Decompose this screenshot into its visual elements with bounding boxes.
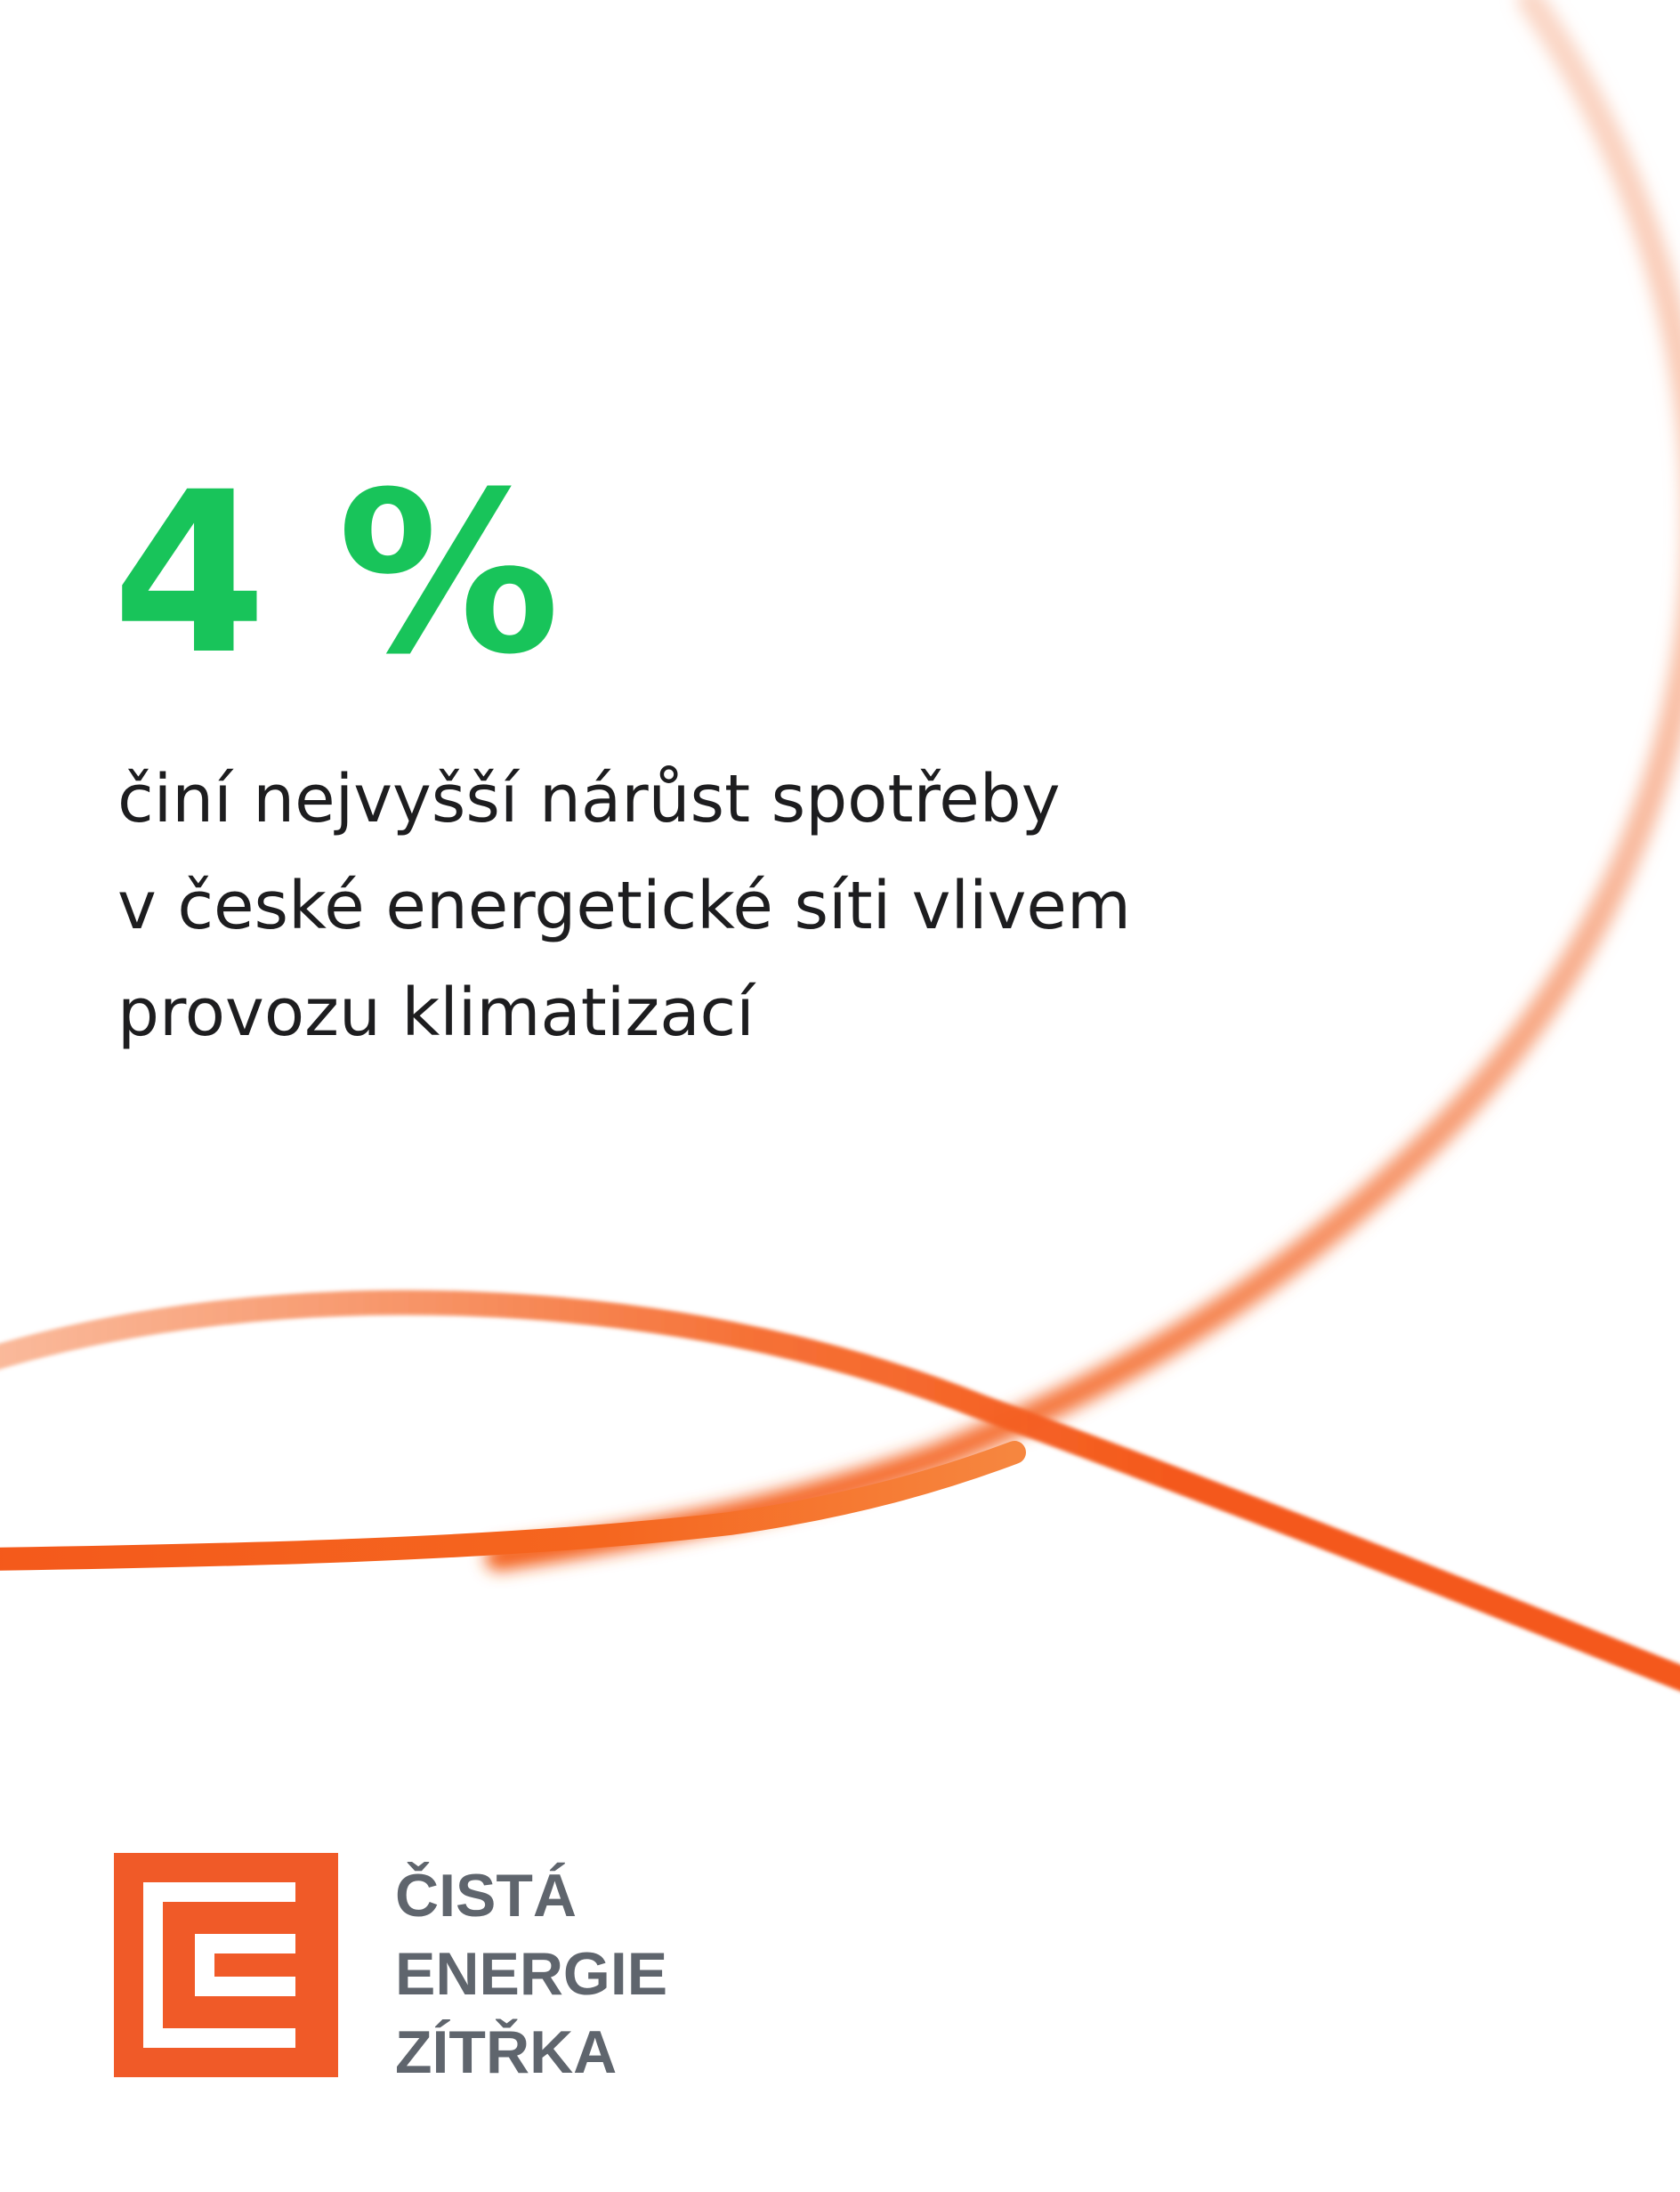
stat-description-line: v české energetické síti vlivem — [117, 868, 1131, 944]
brand-line: ČISTÁ — [395, 1862, 577, 1929]
cez-logo-icon — [114, 1853, 338, 2077]
stat-description-line: provozu klimatizací — [117, 975, 755, 1051]
curve-bottom — [0, 1441, 1026, 1571]
brand-wordmark: ČISTÁ ENERGIE ZÍTŘKA — [395, 1856, 667, 2091]
brand-line: ENERGIE — [395, 1940, 668, 2008]
stat-value: 4 % — [112, 444, 560, 703]
stat-description-line: činí nejvyšší nárůst spotřeby — [117, 761, 1061, 837]
brand-line: ZÍTŘKA — [395, 2018, 618, 2086]
stat-description: činí nejvyšší nárůst spotřeby v české en… — [117, 746, 1274, 1066]
curve-wave — [0, 1290, 1680, 1692]
brand-logo: ČISTÁ ENERGIE ZÍTŘKA — [114, 1853, 667, 2091]
